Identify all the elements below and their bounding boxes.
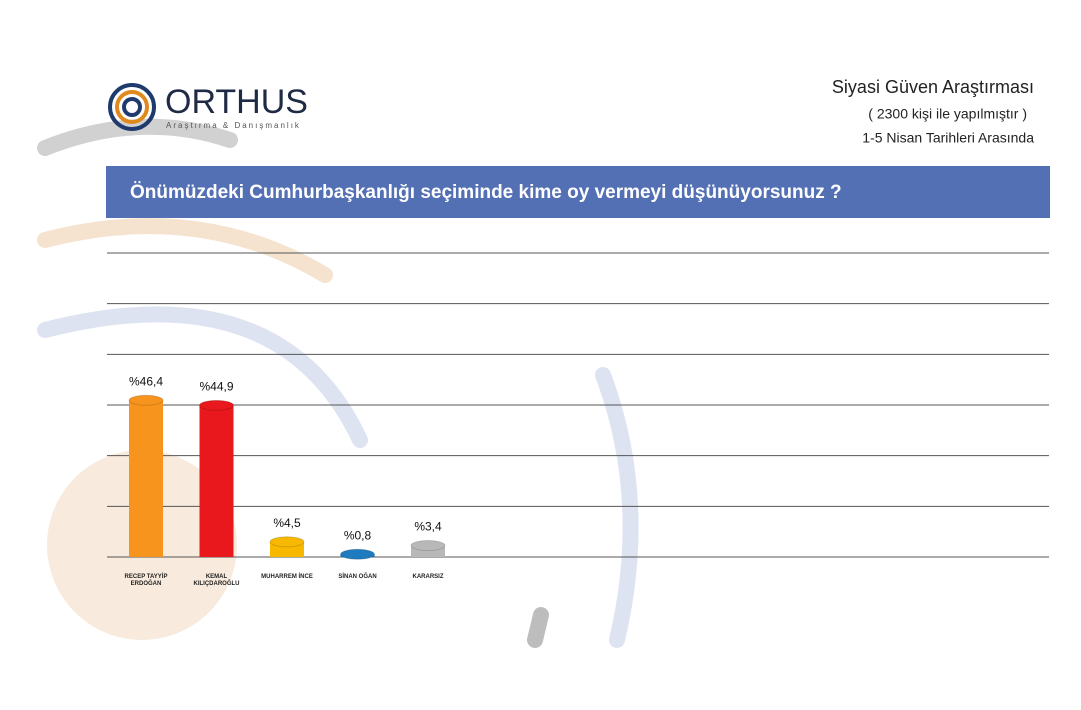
header-sample: ( 2300 kişi ile yapılmıştır ) xyxy=(868,106,1027,122)
x-tick-label: SİNAN OĞAN xyxy=(338,574,377,580)
value-label: %3,4 xyxy=(414,520,442,534)
logo-name: ORTHUS xyxy=(165,83,308,121)
x-tick-label: KEMAL KILIÇDAROĞLU xyxy=(193,574,240,587)
value-label: %4,5 xyxy=(273,516,301,530)
bar-cap xyxy=(269,536,305,548)
bar-cap xyxy=(128,394,164,406)
x-tick-label: MUHARREM İNCE xyxy=(261,574,313,580)
header-dates: 1-5 Nisan Tarihleri Arasında xyxy=(862,130,1034,146)
header-title: Siyasi Güven Araştırması xyxy=(832,77,1034,97)
bar-cap xyxy=(410,540,446,552)
bar-cap xyxy=(199,399,234,411)
x-tick-label: KARARSIZ xyxy=(412,574,444,580)
value-label: %44,9 xyxy=(199,380,233,394)
value-label: %46,4 xyxy=(129,374,163,388)
bar xyxy=(129,400,163,557)
title-banner xyxy=(106,166,1050,218)
logo-icon xyxy=(108,83,156,131)
chart-title: Önümüzdeki Cumhurbaşkanlığı seçiminde ki… xyxy=(130,182,842,203)
logo-tagline: Araştırma & Danışmanlık xyxy=(166,121,301,130)
bar xyxy=(411,545,445,557)
bar xyxy=(199,405,234,557)
value-label: %0,8 xyxy=(344,528,372,542)
bar-cap xyxy=(340,548,375,560)
x-tick-label: RECEP TAYYİP ERDOĞAN xyxy=(124,574,168,587)
